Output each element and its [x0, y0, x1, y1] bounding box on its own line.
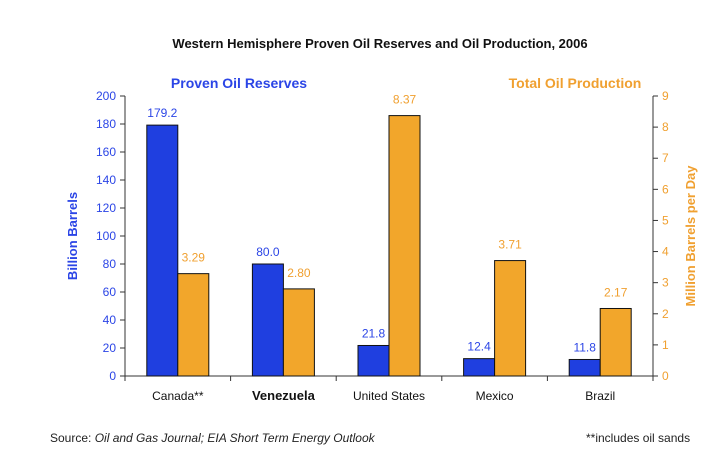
source-journal: Oil and Gas Journal; — [94, 431, 205, 445]
bar-production — [388, 115, 421, 377]
bar-production — [282, 288, 315, 377]
chart-title: Western Hemisphere Proven Oil Reserves a… — [172, 36, 587, 51]
y-right-tick-label: 0 — [662, 369, 669, 383]
bar-reserves-label: 12.4 — [467, 340, 491, 354]
legend-total-production: Total Oil Production — [509, 75, 642, 91]
y-right-tick-label: 7 — [662, 151, 669, 165]
oil-sands-note: **includes oil sands — [586, 431, 691, 445]
y-axis-left-label: Billion Barrels — [65, 192, 80, 280]
source-prefix: Source: — [50, 431, 95, 445]
bar-production-label: 2.80 — [287, 266, 311, 280]
bar-production-label: 3.29 — [182, 251, 206, 265]
y-left-tick-label: 200 — [96, 89, 116, 103]
y-right-tick-label: 9 — [662, 89, 669, 103]
bar-production — [177, 273, 210, 377]
x-tick-label: Canada** — [152, 389, 204, 403]
y-right-tick-label: 3 — [662, 276, 669, 290]
x-tick-label: United States — [353, 389, 425, 403]
bar-reserves-label: 80.0 — [256, 245, 280, 259]
bar-reserves — [357, 344, 390, 377]
bar-production-label: 2.17 — [604, 285, 628, 299]
y-axis-right-label: Million Barrels per Day — [683, 165, 698, 307]
source-note: Source: Oil and Gas Journal; EIA Short T… — [50, 431, 375, 445]
bar-reserves-label: 179.2 — [147, 106, 177, 120]
bar-reserves — [251, 263, 284, 377]
x-tick-label: Venezuela — [252, 388, 316, 403]
y-right-tick-label: 4 — [662, 245, 669, 259]
legend-proven-reserves: Proven Oil Reserves — [171, 75, 307, 91]
y-left-tick-label: 160 — [96, 145, 116, 159]
y-left-tick-label: 140 — [96, 173, 116, 187]
y-right-tick-label: 8 — [662, 120, 669, 134]
bar-production — [494, 260, 527, 377]
source-outlook: EIA Short Term Energy Outlook — [204, 431, 375, 445]
y-left-tick-label: 20 — [103, 341, 117, 355]
bar-reserves-label: 21.8 — [362, 326, 386, 340]
y-left-tick-label: 0 — [109, 369, 116, 383]
bar-reserves — [146, 124, 179, 377]
oil-reserves-production-chart: Western Hemisphere Proven Oil Reserves a… — [65, 36, 698, 403]
y-left-tick-label: 100 — [96, 229, 116, 243]
plot-area: 0 20 40 60 80 100 120 140 160 180 200 0 1 2 3 4 5 6 7 8 9 Can… — [96, 89, 669, 403]
bar-production-label: 8.37 — [393, 93, 417, 107]
x-tick-label: Brazil — [585, 389, 615, 403]
y-right-tick-label: 6 — [662, 182, 669, 196]
bar-production — [599, 307, 632, 377]
bar-production-label: 3.71 — [498, 238, 522, 252]
y-left-tick-label: 40 — [103, 313, 117, 327]
y-left-tick-label: 180 — [96, 117, 116, 131]
y-right-tick-label: 1 — [662, 338, 669, 352]
y-right-tick-label: 5 — [662, 213, 669, 227]
bar-reserves — [568, 358, 601, 377]
x-tick-label: Mexico — [476, 389, 514, 403]
y-right-tick-label: 2 — [662, 307, 669, 321]
y-left-tick-label: 120 — [96, 201, 116, 215]
y-left-tick-label: 60 — [103, 285, 117, 299]
y-left-tick-label: 80 — [103, 257, 117, 271]
bar-reserves — [463, 358, 496, 377]
bar-reserves-label: 11.8 — [573, 340, 596, 354]
